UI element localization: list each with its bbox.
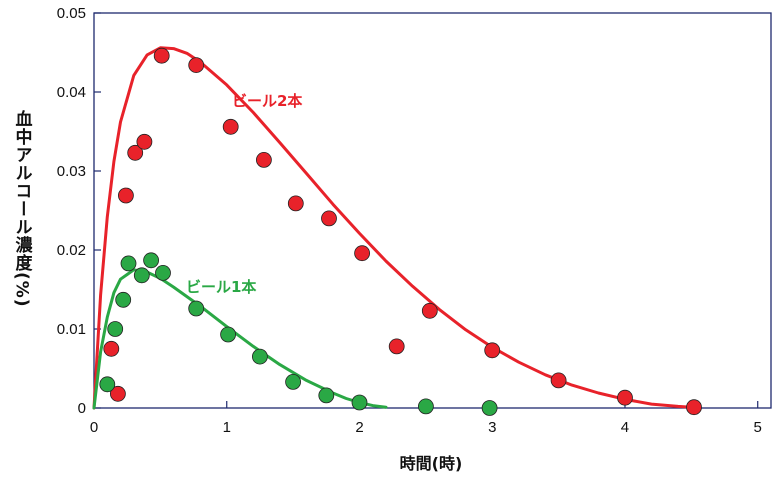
data-point-series-1: [136, 133, 153, 150]
data-point-series-2: [417, 398, 434, 415]
x-tick-label: 5: [754, 419, 762, 436]
data-point-series-2: [133, 267, 150, 284]
series-label-beer-1: ビール1本: [186, 278, 256, 296]
data-point-series-2: [188, 300, 205, 317]
data-point-series-2: [318, 387, 335, 404]
series-labels: ビール2本 ビール1本: [186, 92, 302, 296]
data-point-series-2: [155, 264, 171, 281]
data-point-series-1: [188, 57, 205, 73]
x-axis-title: 時間(時): [400, 454, 463, 473]
data-point-series-1: [127, 144, 144, 161]
data-point-series-1: [484, 342, 501, 359]
y-tick-label: 0.02: [57, 242, 86, 259]
data-point-series-2: [351, 394, 368, 411]
data-point-series-2: [120, 255, 137, 272]
data-point-series-1: [354, 245, 371, 262]
data-point-series-1: [110, 385, 126, 402]
x-tick-label: 0: [90, 419, 98, 436]
y-axis-title: 血中アルコール濃度(%): [11, 110, 32, 308]
data-point-series-1: [388, 338, 405, 355]
data-point-series-1: [617, 389, 633, 406]
data-point-series-1: [103, 340, 120, 357]
data-point-series-2: [99, 376, 116, 393]
data-point-series-1: [421, 302, 438, 319]
data-point-series-2: [115, 291, 132, 308]
data-point-series-2: [220, 326, 237, 343]
y-tick-label: 0.05: [57, 5, 86, 22]
data-point-series-1: [321, 210, 337, 227]
x-tick-label: 1: [223, 419, 231, 436]
data-point-series-1: [222, 118, 239, 135]
y-tick-label: 0.01: [57, 321, 86, 338]
fit-curve-series-1: [92, 46, 693, 410]
series-label-beer-2: ビール2本: [232, 92, 302, 110]
data-point-series-1: [118, 187, 134, 204]
y-tick-label: 0: [78, 400, 86, 417]
x-tick-label: 4: [621, 419, 629, 436]
y-axis-title-wrap: 血中アルコール濃度(%): [8, 110, 36, 340]
plot-frame: [93, 12, 772, 409]
data-point-series-1: [287, 195, 304, 212]
data-point-series-1: [686, 399, 702, 416]
x-tick-label: 3: [488, 419, 496, 436]
data-point-series-1: [255, 151, 272, 168]
data-point-series-2: [285, 373, 302, 390]
data-points: [99, 47, 702, 416]
data-point-series-2: [481, 400, 498, 416]
plot-border: [93, 12, 772, 409]
data-point-series-1: [550, 372, 567, 389]
data-point-series-1: [153, 47, 170, 64]
y-tick-label: 0.03: [57, 163, 86, 180]
data-point-series-2: [143, 252, 160, 269]
y-tick-label: 0.04: [57, 84, 86, 101]
data-point-series-2: [251, 348, 268, 365]
data-point-series-2: [107, 321, 124, 337]
x-tick-label: 2: [355, 419, 363, 436]
